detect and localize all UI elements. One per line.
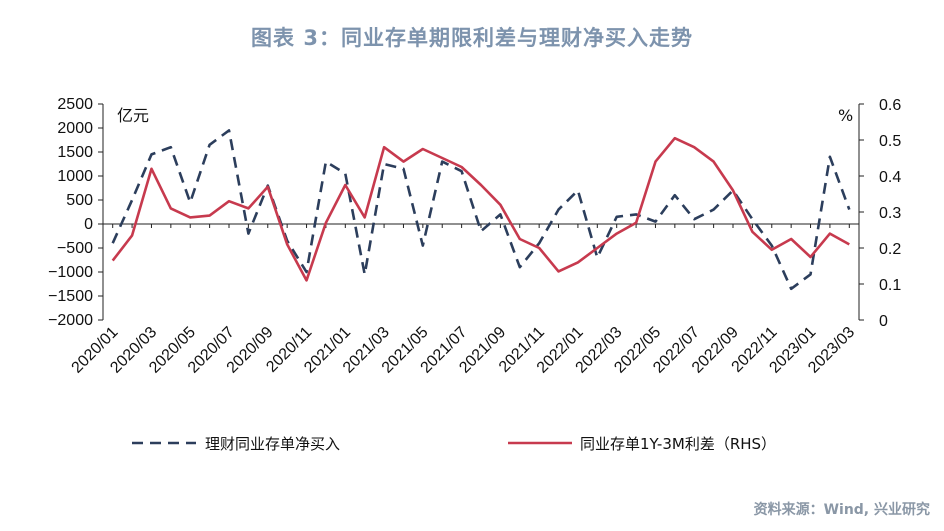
right-tick-label: 0.4 xyxy=(879,169,901,186)
left-tick-label: 2000 xyxy=(57,120,93,137)
source-note: 资料来源：Wind, 兴业研究 xyxy=(753,502,930,518)
right-axis-ticks: 0.6 0.5 0.4 0.3 0.2 0.1 0 xyxy=(859,97,901,330)
series-line-net-purchase xyxy=(111,129,851,291)
left-tick-label: −500 xyxy=(57,240,93,257)
left-tick-label: 1000 xyxy=(57,168,93,185)
right-tick-label: 0.6 xyxy=(879,97,901,114)
right-tick-label: 0.5 xyxy=(879,133,901,150)
left-tick-label: 0 xyxy=(84,216,93,233)
legend-label-spread: 同业存单1Y-3M利差（RHS） xyxy=(580,435,776,453)
left-tick-label: −1000 xyxy=(48,264,93,281)
right-tick-label: 0.2 xyxy=(879,241,901,258)
left-tick-label: −2000 xyxy=(48,312,93,329)
series-line-spread xyxy=(111,136,850,282)
left-tick-label: 500 xyxy=(66,192,93,209)
legend: 理财同业存单净买入 同业存单1Y-3M利差（RHS） xyxy=(132,435,776,453)
left-tick-label: 1500 xyxy=(57,144,93,161)
right-tick-label: 0.1 xyxy=(879,277,901,294)
legend-label-net-purchase: 理财同业存单净买入 xyxy=(205,435,340,453)
right-tick-label: 0.3 xyxy=(879,205,901,222)
right-axis-unit: % xyxy=(838,106,853,125)
right-tick-label: 0 xyxy=(879,313,888,330)
x-axis-ticks: 2020/012020/032020/052020/072020/092020/… xyxy=(69,224,858,377)
left-axis-ticks: 2500 2000 1500 1000 500 0 −500 −1000 −1500 −2000 xyxy=(48,96,103,329)
left-axis-unit: 亿元 xyxy=(117,106,149,125)
chart-title: 图表 3：同业存单期限利差与理财净买入走势 xyxy=(251,26,693,50)
left-tick-label: −1500 xyxy=(48,288,93,305)
series-lines xyxy=(111,129,851,291)
left-tick-label: 2500 xyxy=(57,96,93,113)
